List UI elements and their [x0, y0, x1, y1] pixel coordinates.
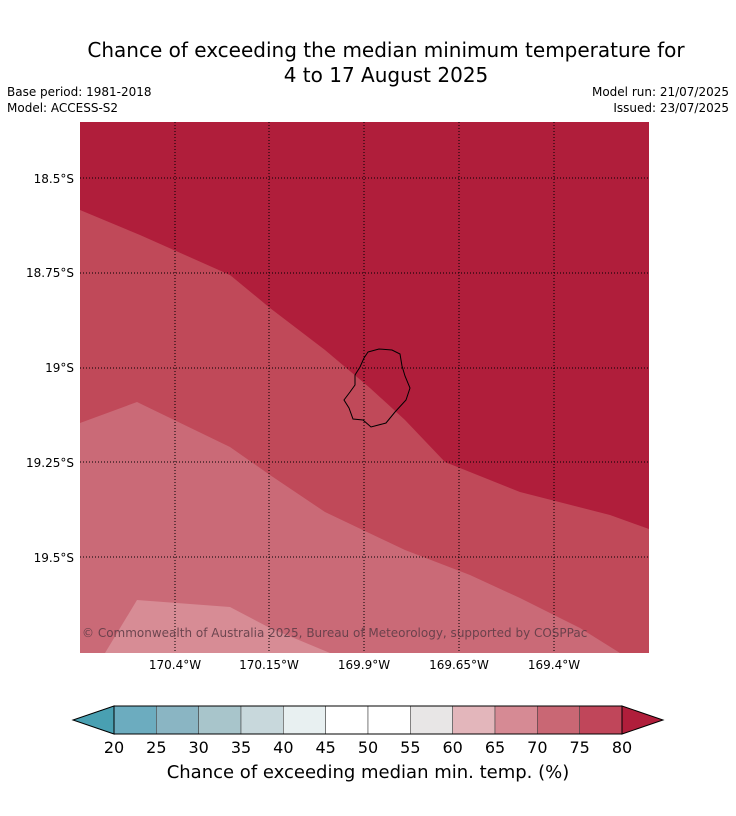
probability-band-65-70	[105, 600, 330, 653]
lat-label-18.75: 18.75°S	[26, 266, 74, 280]
colorbar-label-30: 30	[188, 738, 208, 757]
colorbar-swatch-50-55	[367, 705, 411, 735]
map-title: Chance of exceeding the median minimum t…	[0, 38, 736, 88]
lon-label-170.15: 170.15°W	[239, 658, 299, 672]
colorbar-swatch-35-40	[240, 705, 284, 735]
lon-label-170.4: 170.4°W	[149, 658, 201, 672]
niue-island-outline	[343, 348, 411, 428]
probability-band-70-75	[80, 402, 620, 653]
colorbar-swatch-65-70	[494, 705, 538, 735]
lat-label-19.5: 19.5°S	[34, 551, 74, 565]
model-run-text: Model run: 21/07/2025	[591, 85, 729, 99]
colorbar-swatch-40-45	[283, 705, 326, 735]
colorbar-swatch-30-35	[198, 705, 242, 735]
lat-label-19: 19°S	[45, 361, 74, 375]
colorbar: 20 25 30 35 40 45 50 55 60 65 70 75 80	[71, 705, 665, 757]
colorbar-label-50: 50	[358, 738, 378, 757]
lon-label-169.4: 169.4°W	[528, 658, 580, 672]
colorbar-swatch-55-60	[410, 705, 453, 735]
base-period-text: Base period: 1981-2018	[7, 85, 152, 99]
colorbar-frame	[113, 705, 623, 735]
colorbar-label-80: 80	[612, 738, 632, 757]
colorbar-label-35: 35	[231, 738, 251, 757]
colorbar-high-extension	[621, 705, 665, 735]
lon-label-169.9: 169.9°W	[338, 658, 390, 672]
colorbar-swatch-20-25	[113, 705, 157, 735]
map-plot-area: © Commonwealth of Australia 2025, Bureau…	[80, 122, 649, 653]
colorbar-label-20: 20	[104, 738, 124, 757]
lat-label-18.5: 18.5°S	[34, 172, 74, 186]
colorbar-swatch-70-75	[537, 705, 580, 735]
model-text: Model: ACCESS-S2	[7, 101, 119, 115]
lat-label-19.25: 19.25°S	[26, 456, 74, 470]
map-title-line-2: 4 to 17 August 2025	[283, 63, 489, 87]
colorbar-title: Chance of exceeding median min. temp. (%…	[167, 762, 570, 783]
metadata-left: Base period: 1981-2018 Model: ACCESS-S2	[7, 84, 152, 116]
colorbar-swatch-25-30	[156, 705, 199, 735]
longitude-labels: 170.4°W 170.15°W 169.9°W 169.65°W 169.4°…	[149, 658, 580, 672]
colorbar-label-45: 45	[315, 738, 335, 757]
map-title-line-1: Chance of exceeding the median minimum t…	[87, 38, 685, 62]
colorbar-label-25: 25	[146, 738, 166, 757]
latitude-labels: 18.5°S 18.75°S 19°S 19.25°S 19.5°S	[26, 172, 74, 565]
issued-text: Issued: 23/07/2025	[613, 101, 729, 115]
metadata-right: Model run: 21/07/2025 Issued: 23/07/2025	[592, 84, 729, 116]
colorbar-swatch-60-65	[452, 705, 496, 735]
colorbar-label-65: 65	[485, 738, 505, 757]
colorbar-low-extension	[71, 705, 115, 735]
colorbar-swatch-75-80	[579, 705, 623, 735]
colorbar-label-55: 55	[400, 738, 420, 757]
lon-label-169.65: 169.65°W	[429, 658, 489, 672]
colorbar-label-70: 70	[527, 738, 547, 757]
colorbar-label-75: 75	[569, 738, 589, 757]
colorbar-label-60: 60	[442, 738, 462, 757]
colorbar-label-40: 40	[273, 738, 293, 757]
copyright-text: © Commonwealth of Australia 2025, Bureau…	[82, 626, 587, 640]
colorbar-swatch-45-50	[325, 705, 369, 735]
